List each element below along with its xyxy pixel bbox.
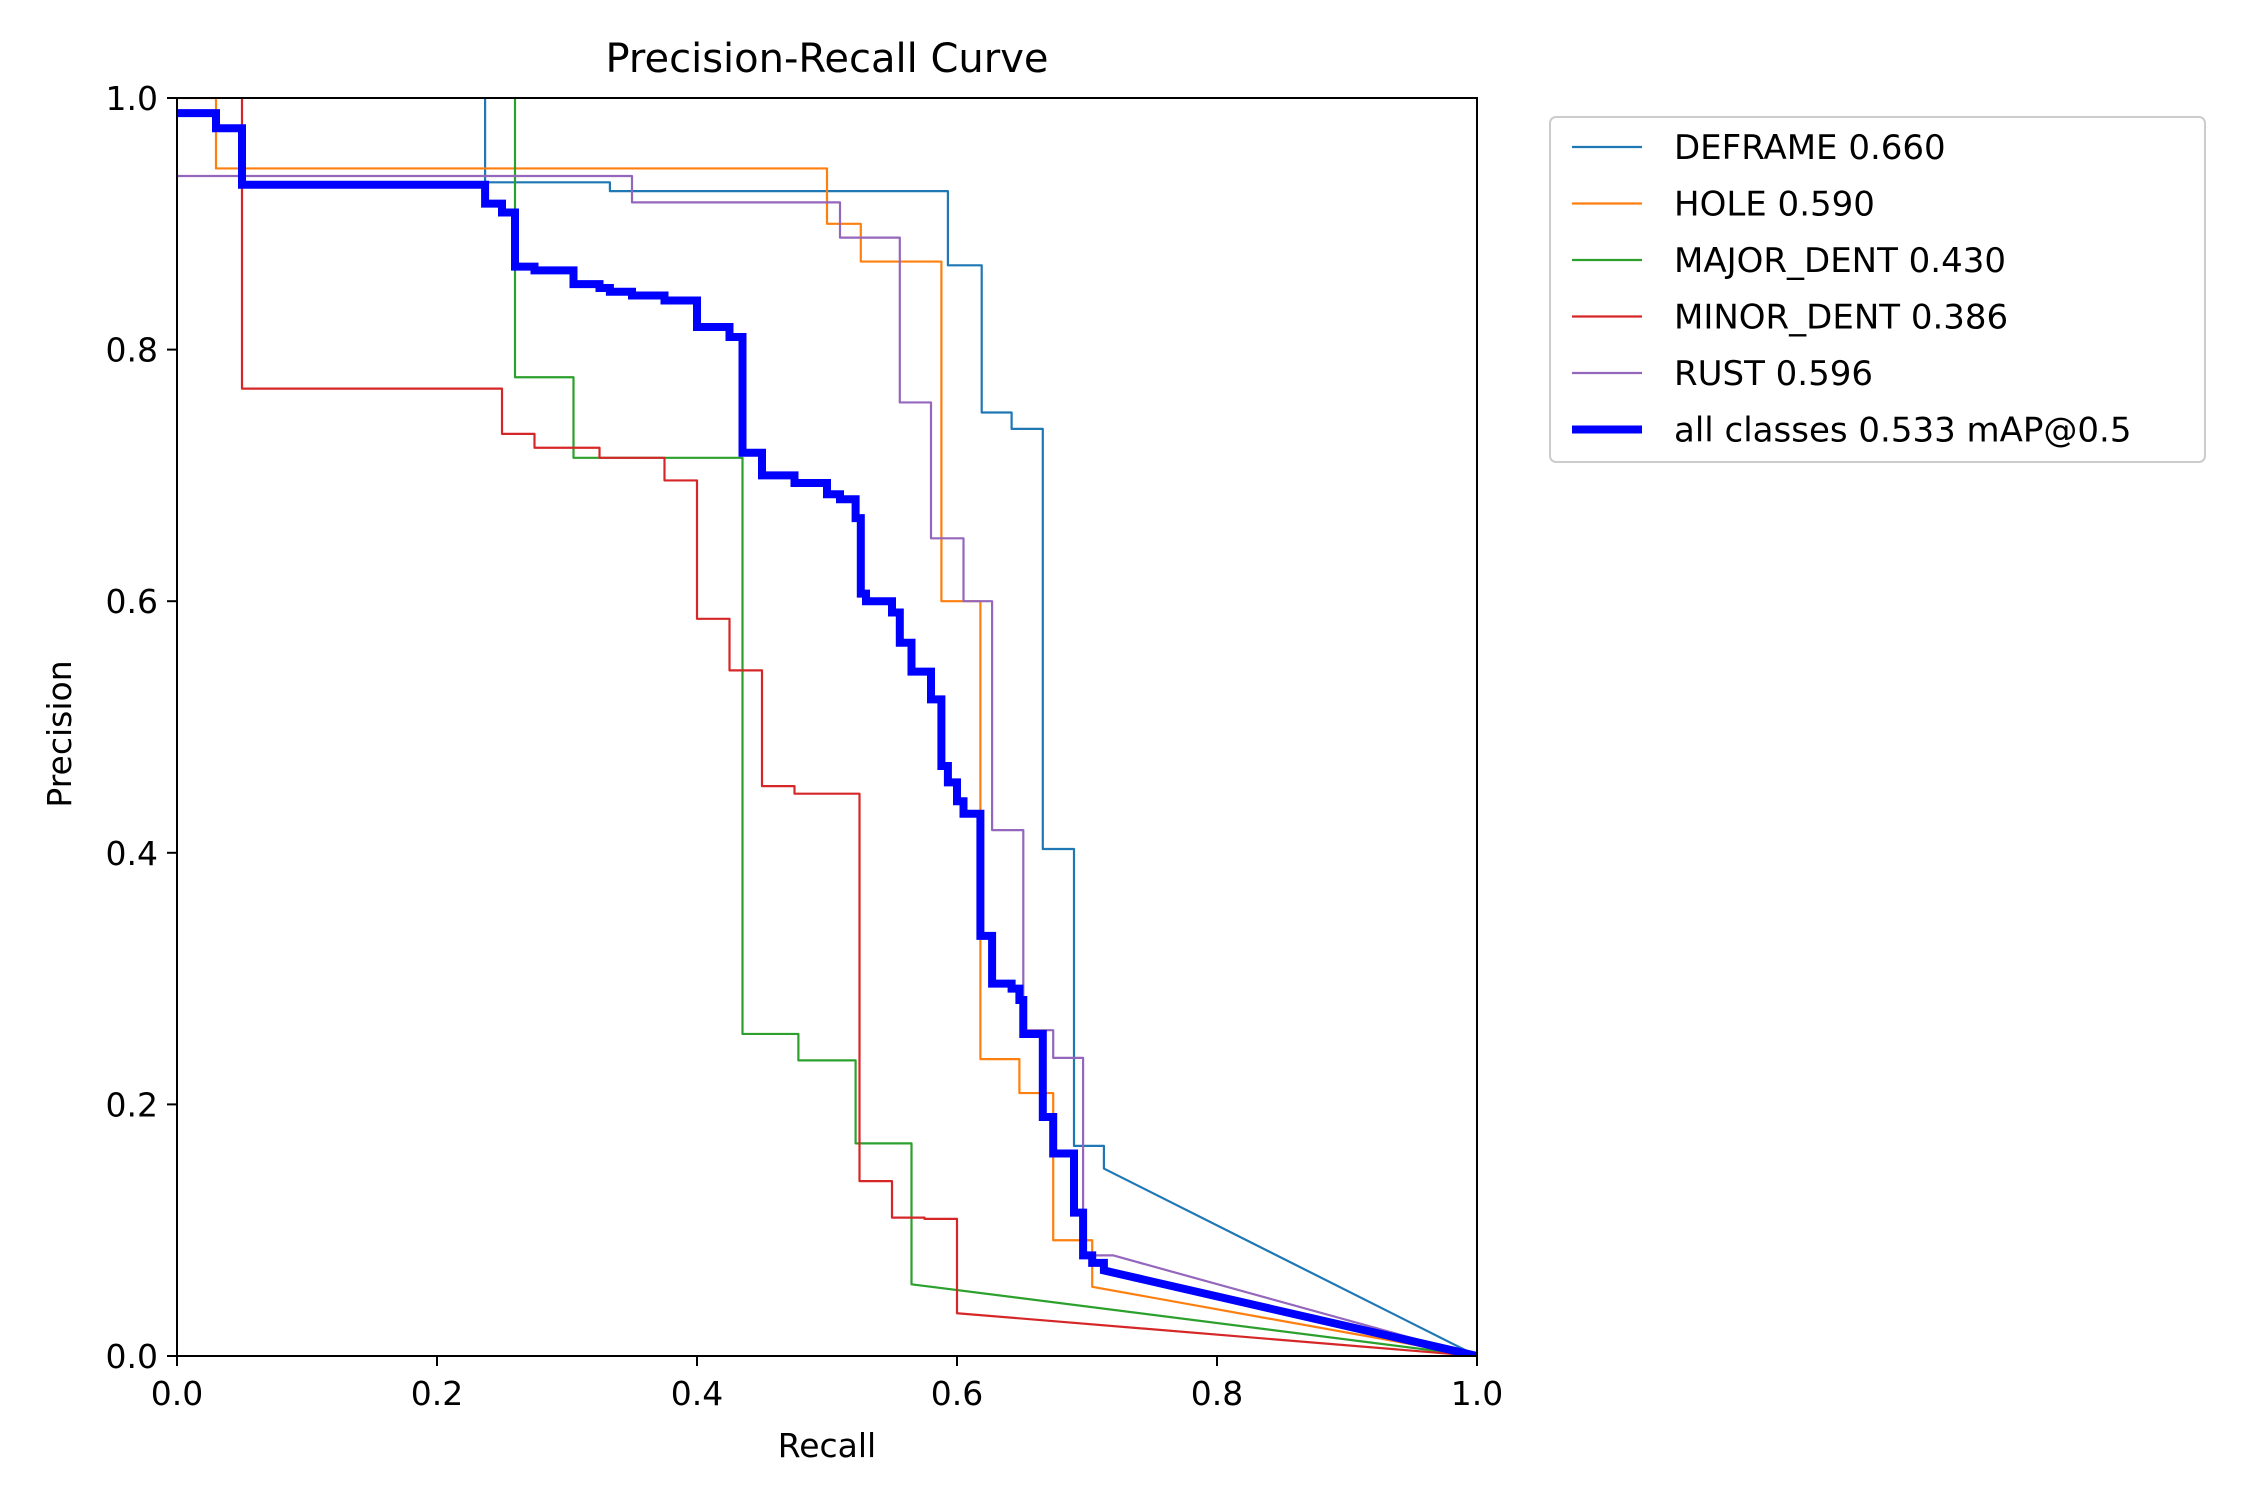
axis-ticks: 0.0 0.2 0.4 0.6 0.8 1.0 0.0 0.2 0.4 0.6 0.8 1.0 — [106, 79, 1504, 1413]
legend-label-hole: HOLE 0.590 — [1674, 185, 1875, 225]
legend-label-minor-dent: MINOR_DENT 0.386 — [1674, 298, 2008, 338]
series-line-major-dent — [513, 98, 1477, 1356]
series-line-all-classes — [177, 109, 1477, 1356]
series-line-minor-dent — [240, 98, 1477, 1356]
x-axis-label: Recall — [778, 1426, 876, 1465]
legend-label-all-classes: all classes 0.533 mAP@0.5 — [1674, 411, 2131, 451]
series-line-rust — [177, 174, 1477, 1356]
chart-title: Precision-Recall Curve — [606, 36, 1049, 82]
y-tick-label: 0.2 — [106, 1085, 158, 1124]
plot-area-frame — [176, 97, 1478, 1357]
legend: DEFRAME 0.660 HOLE 0.590 MAJOR_DENT 0.430 M… — [1549, 116, 2206, 463]
y-tick-label: 0.8 — [106, 331, 158, 370]
y-tick-label: 1.0 — [106, 79, 158, 118]
legend-label-rust: RUST 0.596 — [1674, 354, 1873, 394]
legend-label-major-dent: MAJOR_DENT 0.430 — [1674, 241, 2006, 281]
y-tick-label: 0.6 — [106, 582, 158, 621]
x-tick-label: 1.0 — [1451, 1374, 1503, 1413]
legend-items: DEFRAME 0.660 HOLE 0.590 MAJOR_DENT 0.430 M… — [1572, 128, 2131, 451]
y-tick-label: 0.4 — [106, 834, 158, 873]
x-tick-label: 0.6 — [931, 1374, 983, 1413]
x-tick-label: 0.8 — [1191, 1374, 1243, 1413]
legend-box — [1549, 116, 2206, 463]
y-tick-label: 0.0 — [106, 1337, 158, 1376]
y-axis-label: Precision — [40, 660, 79, 807]
series-lines — [177, 98, 1477, 1356]
legend-label-deframe: DEFRAME 0.660 — [1674, 128, 1946, 168]
x-tick-label: 0.0 — [151, 1374, 203, 1413]
series-line-hole — [177, 98, 1477, 1356]
x-tick-label: 0.2 — [411, 1374, 463, 1413]
x-tick-label: 0.4 — [671, 1374, 723, 1413]
